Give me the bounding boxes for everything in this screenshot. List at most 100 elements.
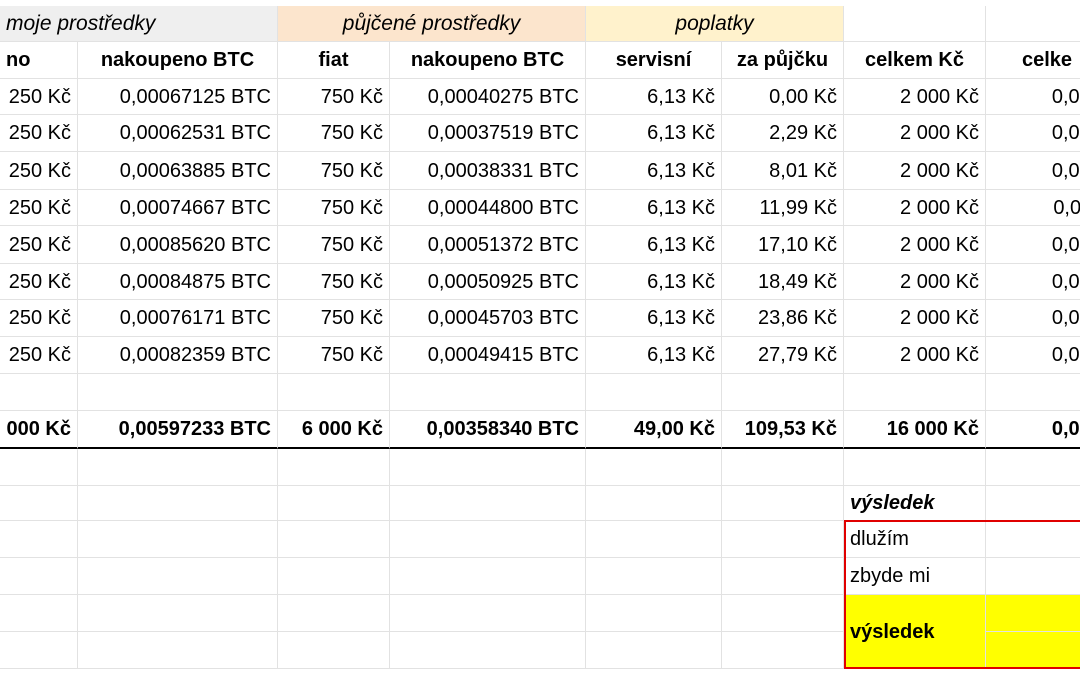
empty-cell[interactable]	[722, 595, 844, 632]
column-header[interactable]: nakoupeno BTC	[390, 42, 586, 79]
total-cell[interactable]: 49,00 Kč	[586, 411, 722, 449]
data-cell[interactable]: 2 000 Kč	[844, 190, 986, 226]
result-final-label[interactable]: výsledek	[844, 595, 986, 669]
empty-cell[interactable]	[844, 6, 986, 42]
data-cell[interactable]: 0,00038331 BTC	[390, 152, 586, 190]
data-cell[interactable]: 250 Kč	[0, 264, 78, 300]
data-cell[interactable]: 750 Kč	[278, 79, 390, 115]
data-cell[interactable]: 0,00074667 BTC	[78, 190, 278, 226]
empty-cell[interactable]	[78, 449, 278, 486]
empty-cell[interactable]	[278, 632, 390, 669]
empty-cell[interactable]	[986, 558, 1080, 595]
empty-cell[interactable]	[278, 595, 390, 632]
empty-cell[interactable]	[586, 595, 722, 632]
data-cell[interactable]: 0,00040275 BTC	[390, 79, 586, 115]
data-cell[interactable]: 17,10 Kč	[722, 226, 844, 264]
empty-cell[interactable]	[78, 558, 278, 595]
empty-cell[interactable]	[390, 595, 586, 632]
data-cell[interactable]: 6,13 Kč	[586, 337, 722, 374]
data-cell[interactable]: 0,00085620 BTC	[78, 226, 278, 264]
column-header[interactable]: no	[0, 42, 78, 79]
data-cell[interactable]: 0,0012	[986, 300, 1080, 337]
empty-cell[interactable]	[390, 558, 586, 595]
total-cell[interactable]: 6 000 Kč	[278, 411, 390, 449]
data-cell[interactable]: 6,13 Kč	[586, 115, 722, 152]
column-header[interactable]: celke	[986, 42, 1080, 79]
data-cell[interactable]: 2 000 Kč	[844, 79, 986, 115]
empty-cell[interactable]	[722, 632, 844, 669]
data-cell[interactable]: 250 Kč	[0, 152, 78, 190]
data-cell[interactable]: 0,00037519 BTC	[390, 115, 586, 152]
empty-cell[interactable]	[0, 632, 78, 669]
data-cell[interactable]: 2 000 Kč	[844, 264, 986, 300]
column-header[interactable]: celkem Kč	[844, 42, 986, 79]
data-cell[interactable]: 0,0010	[986, 115, 1080, 152]
empty-cell[interactable]	[278, 521, 390, 558]
empty-cell[interactable]	[586, 521, 722, 558]
data-cell[interactable]: 0,00062531 BTC	[78, 115, 278, 152]
empty-cell[interactable]	[722, 521, 844, 558]
empty-cell[interactable]	[986, 449, 1080, 486]
empty-cell[interactable]	[390, 449, 586, 486]
total-cell[interactable]: 16 000 Kč	[844, 411, 986, 449]
data-cell[interactable]: 250 Kč	[0, 226, 78, 264]
empty-cell[interactable]	[78, 595, 278, 632]
group-header-pujcene-prostredky[interactable]: půjčené prostředky	[278, 6, 586, 42]
data-cell[interactable]: 0,0011	[986, 190, 1080, 226]
column-header[interactable]: servisní	[586, 42, 722, 79]
column-header[interactable]: za půjčku	[722, 42, 844, 79]
data-cell[interactable]: 2 000 Kč	[844, 115, 986, 152]
data-cell[interactable]: 2 000 Kč	[844, 300, 986, 337]
data-cell[interactable]: 0,0013	[986, 264, 1080, 300]
empty-cell[interactable]	[278, 374, 390, 411]
data-cell[interactable]: 18,49 Kč	[722, 264, 844, 300]
empty-cell[interactable]	[78, 374, 278, 411]
data-cell[interactable]: 0,00082359 BTC	[78, 337, 278, 374]
empty-cell[interactable]	[986, 486, 1080, 521]
data-cell[interactable]: 6,13 Kč	[586, 152, 722, 190]
result-final-value-cell[interactable]	[986, 595, 1080, 632]
data-cell[interactable]: 0,00051372 BTC	[390, 226, 586, 264]
result-final-value-cell[interactable]	[986, 632, 1080, 669]
data-cell[interactable]: 750 Kč	[278, 300, 390, 337]
empty-cell[interactable]	[586, 374, 722, 411]
empty-cell[interactable]	[722, 449, 844, 486]
data-cell[interactable]: 750 Kč	[278, 337, 390, 374]
data-cell[interactable]: 2,29 Kč	[722, 115, 844, 152]
data-cell[interactable]: 0,00063885 BTC	[78, 152, 278, 190]
data-cell[interactable]: 6,13 Kč	[586, 79, 722, 115]
data-cell[interactable]: 0,0010	[986, 152, 1080, 190]
empty-cell[interactable]	[278, 558, 390, 595]
data-cell[interactable]: 0,0010	[986, 79, 1080, 115]
data-cell[interactable]: 0,0013	[986, 337, 1080, 374]
data-cell[interactable]: 0,0013	[986, 226, 1080, 264]
empty-cell[interactable]	[586, 486, 722, 521]
empty-cell[interactable]	[0, 558, 78, 595]
data-cell[interactable]: 750 Kč	[278, 115, 390, 152]
empty-cell[interactable]	[390, 632, 586, 669]
data-cell[interactable]: 6,13 Kč	[586, 264, 722, 300]
result-heading[interactable]: výsledek	[844, 486, 986, 521]
data-cell[interactable]: 11,99 Kč	[722, 190, 844, 226]
data-cell[interactable]: 750 Kč	[278, 190, 390, 226]
empty-cell[interactable]	[722, 486, 844, 521]
total-cell[interactable]: 0,00358340 BTC	[390, 411, 586, 449]
empty-cell[interactable]	[0, 486, 78, 521]
data-cell[interactable]: 6,13 Kč	[586, 226, 722, 264]
empty-cell[interactable]	[986, 374, 1080, 411]
data-cell[interactable]: 750 Kč	[278, 226, 390, 264]
data-cell[interactable]: 750 Kč	[278, 264, 390, 300]
empty-cell[interactable]	[78, 632, 278, 669]
group-header-poplatky[interactable]: poplatky	[586, 6, 844, 42]
data-cell[interactable]: 250 Kč	[0, 79, 78, 115]
empty-cell[interactable]	[78, 486, 278, 521]
empty-cell[interactable]	[722, 558, 844, 595]
empty-cell[interactable]	[722, 374, 844, 411]
total-cell[interactable]: 000 Kč	[0, 411, 78, 449]
empty-cell[interactable]	[586, 632, 722, 669]
column-header[interactable]: fiat	[278, 42, 390, 79]
data-cell[interactable]: 0,00049415 BTC	[390, 337, 586, 374]
data-cell[interactable]: 750 Kč	[278, 152, 390, 190]
empty-cell[interactable]	[278, 449, 390, 486]
empty-cell[interactable]	[0, 374, 78, 411]
